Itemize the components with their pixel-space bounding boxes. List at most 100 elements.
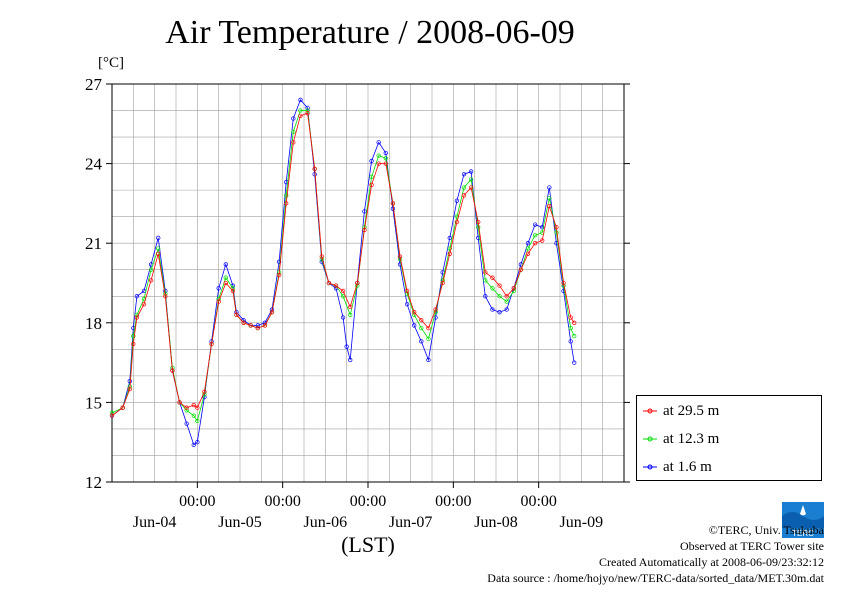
data-point [412,312,417,317]
observed-text: Observed at TERC Tower site [679,539,824,553]
legend-item-12-3m: at 12.3 m [643,428,719,450]
data-point [454,198,460,203]
data-point [404,288,410,294]
x-axis-label: (LST) [341,532,395,557]
data-point [483,294,488,299]
data-point [276,272,282,278]
data-point [490,307,495,312]
data-point [284,201,289,206]
data-point [148,267,154,272]
data-point [419,317,424,323]
data-point [216,299,221,304]
data-point [490,286,495,291]
x-tick-label: 00:00 [179,493,215,510]
data-point [223,275,228,280]
data-point [362,227,367,233]
data-point [355,280,360,286]
data-point [468,185,474,190]
series-at-1-6-m [109,97,577,448]
data-point [120,405,125,410]
legend-marker-red [643,408,657,414]
data-point [284,193,289,198]
x-tick-label: 00:00 [350,493,386,510]
data-point [504,294,509,299]
data-point [127,386,132,392]
legend: at 29.5 m at 12.3 m at 1.6 m [636,395,822,481]
data-point [291,140,296,145]
data-point [540,225,545,230]
data-point [369,174,374,180]
data-point [269,310,275,315]
day-label: Jun-04 [133,514,177,531]
data-point [511,288,516,294]
data-point [298,97,303,103]
data-point [525,251,531,256]
data-point [497,294,502,299]
created-text: Created Automatically at 2008-06-09/23:3… [599,555,824,569]
data-point [141,302,147,307]
y-tick-label: 21 [85,234,102,253]
data-point [319,254,324,259]
data-point [184,405,189,410]
data-point [195,440,200,445]
data-point [383,156,388,161]
data-point [202,389,207,394]
data-point [447,235,452,241]
data-point [476,219,481,225]
data-point [426,325,431,331]
legend-marker-blue [643,464,657,470]
data-point [483,278,488,283]
data-point [216,286,221,291]
legend-label: at 29.5 m [663,402,720,419]
data-point [170,368,175,373]
series-group [109,97,577,448]
data-point [184,421,189,426]
data-point [209,341,214,347]
data-point [461,185,467,190]
data-point [383,161,388,166]
series-line [111,99,575,446]
data-point [454,219,460,225]
series-at-29-5-m [109,111,577,418]
credits: ©TERC, Univ. Tsukuba Observed at TERC To… [487,522,824,586]
copyright-text: ©TERC, Univ. Tsukuba [708,523,824,537]
data-point [412,310,417,315]
data-point [298,108,303,113]
data-point [461,193,467,198]
data-point [298,113,303,118]
data-point [525,246,531,251]
y-tick-label: 24 [85,155,103,174]
data-point [156,251,161,256]
data-point [148,278,154,283]
data-point [223,280,228,286]
legend-label: at 12.3 m [663,430,720,447]
legend-label: at 1.6 m [663,458,712,475]
data-point [483,270,488,275]
data-point [390,206,396,211]
data-point [223,262,228,267]
data-point [468,169,474,174]
data-point [348,304,353,310]
data-point [340,288,346,294]
data-point [340,294,346,299]
data-point [532,233,538,238]
data-point [532,222,538,227]
data-point [131,341,136,347]
data-point [412,323,417,328]
day-label: Jun-08 [474,514,518,531]
data-point [561,280,566,286]
data-point [241,320,246,325]
data-point [348,357,353,363]
data-point [195,405,200,410]
data-point [447,246,452,251]
logo-text: TERC [792,529,814,538]
data-point [419,325,424,331]
data-point [362,209,367,214]
data-point [134,315,140,320]
data-point [305,111,310,116]
x-tick-label: 00:00 [264,493,300,510]
data-point [248,323,253,328]
data-point [525,241,531,246]
